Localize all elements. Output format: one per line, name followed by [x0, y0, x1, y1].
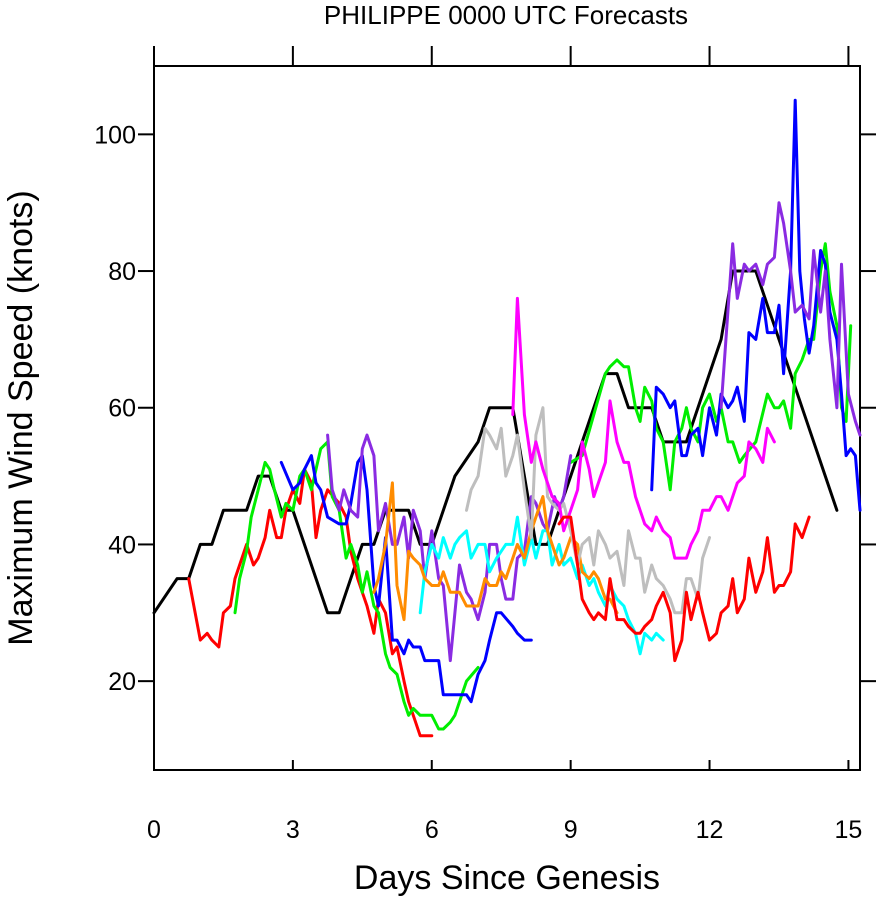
- series-line-3-0: [279, 454, 533, 704]
- series-line-6-0: [372, 481, 619, 622]
- x-tick-label: 6: [425, 816, 439, 844]
- y-tick-label: 80: [108, 258, 136, 286]
- series-layer: [152, 98, 862, 738]
- y-tick-label: 20: [108, 668, 136, 696]
- series-line-9-0: [557, 515, 811, 663]
- plot-frame: [153, 65, 861, 771]
- series-line-4-1: [719, 201, 862, 437]
- x-tick-label: 9: [564, 816, 578, 844]
- series-line-8-0: [511, 296, 776, 560]
- y-tick-label: 100: [94, 121, 136, 149]
- series-line-1-0: [187, 467, 434, 738]
- y-axis: 20 40 60 80 100: [94, 121, 876, 696]
- series-line-4-0: [326, 433, 573, 663]
- series-line-5-0: [418, 515, 665, 656]
- series-line-2-0: [233, 440, 480, 731]
- series-line-7-0: [465, 406, 711, 615]
- x-tick-label: 12: [696, 816, 724, 844]
- x-tick-label: 0: [147, 816, 161, 844]
- chart-title: PHILIPPE 0000 UTC Forecasts: [324, 0, 688, 30]
- x-axis: 0 3 6 9 12 15: [147, 46, 862, 844]
- x-tick-label: 15: [835, 816, 863, 844]
- x-axis-label: Days Since Genesis: [354, 859, 660, 897]
- x-tick-label: 3: [286, 816, 300, 844]
- y-tick-label: 40: [108, 531, 136, 559]
- y-tick-label: 60: [108, 395, 136, 423]
- y-axis-label: Maximum Wind Speed (knots): [2, 190, 40, 645]
